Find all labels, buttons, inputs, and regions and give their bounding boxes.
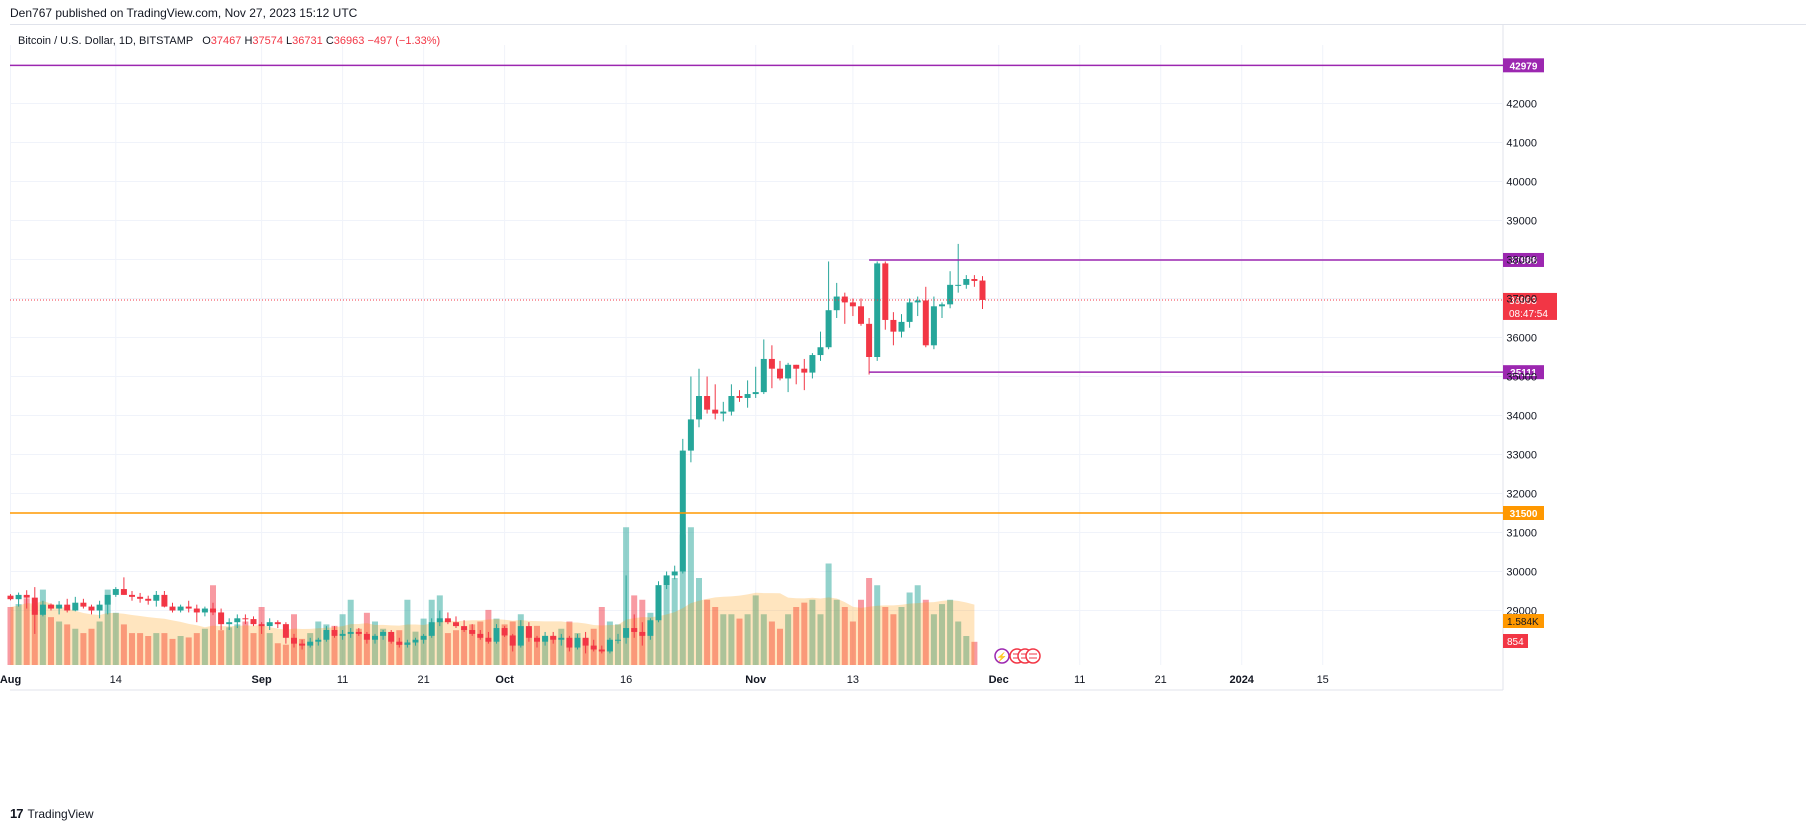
open-label: O: [202, 35, 211, 47]
publisher-info: Den767 published on TradingView.com, Nov…: [10, 6, 358, 20]
close-label: C: [325, 35, 334, 47]
close-value: 36963: [333, 35, 365, 47]
tradingview-logo-icon: 17: [10, 806, 24, 821]
low-label: L: [286, 35, 293, 47]
tradingview-footer[interactable]: 17 TradingView: [10, 806, 94, 821]
symbol-name[interactable]: Bitcoin / U.S. Dollar, 1D, BITSTAMP: [18, 35, 194, 47]
high-label: H: [244, 35, 253, 47]
high-value: 37574: [252, 35, 283, 47]
tradingview-brand: TradingView: [27, 806, 94, 821]
low-value: 36731: [292, 35, 323, 47]
change-value: −497 (−1.33%): [367, 35, 441, 47]
open-value: 37467: [210, 35, 242, 47]
symbol-legend: Bitcoin / U.S. Dollar, 1D, BITSTAMP O374…: [18, 35, 440, 47]
chart-panel[interactable]: [10, 24, 1806, 801]
